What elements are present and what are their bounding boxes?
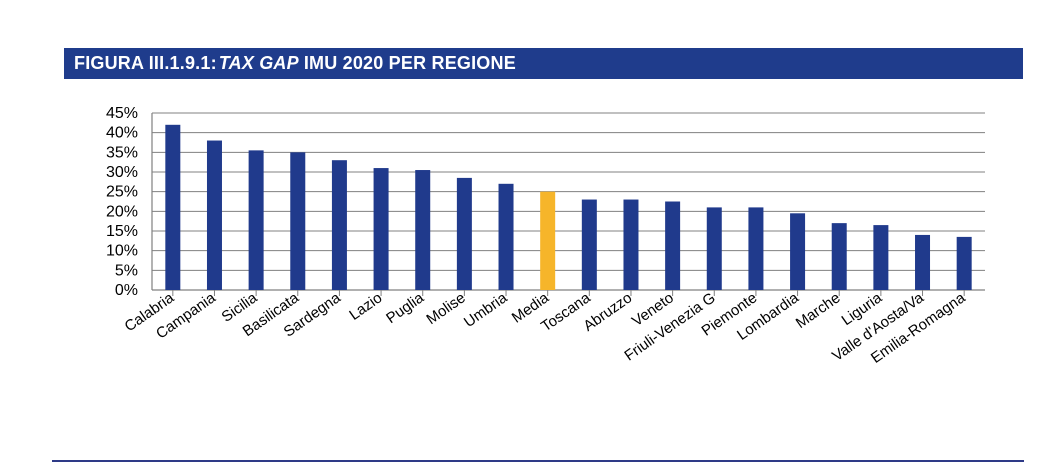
svg-text:Umbria: Umbria — [461, 289, 511, 331]
svg-text:Marche: Marche — [793, 289, 844, 332]
svg-text:20%: 20% — [106, 203, 138, 220]
svg-text:10%: 10% — [106, 243, 138, 260]
svg-text:Abruzzo: Abruzzo — [580, 289, 635, 334]
svg-text:25%: 25% — [106, 184, 138, 201]
svg-text:40%: 40% — [106, 125, 138, 142]
svg-text:35%: 35% — [106, 144, 138, 161]
svg-text:30%: 30% — [106, 164, 138, 181]
svg-text:0%: 0% — [115, 282, 138, 299]
svg-text:Puglia: Puglia — [383, 289, 427, 327]
svg-text:5%: 5% — [115, 262, 138, 279]
svg-text:Lazio: Lazio — [346, 289, 385, 323]
svg-text:15%: 15% — [106, 223, 138, 240]
svg-text:Molise: Molise — [423, 289, 468, 328]
svg-text:45%: 45% — [106, 105, 138, 122]
